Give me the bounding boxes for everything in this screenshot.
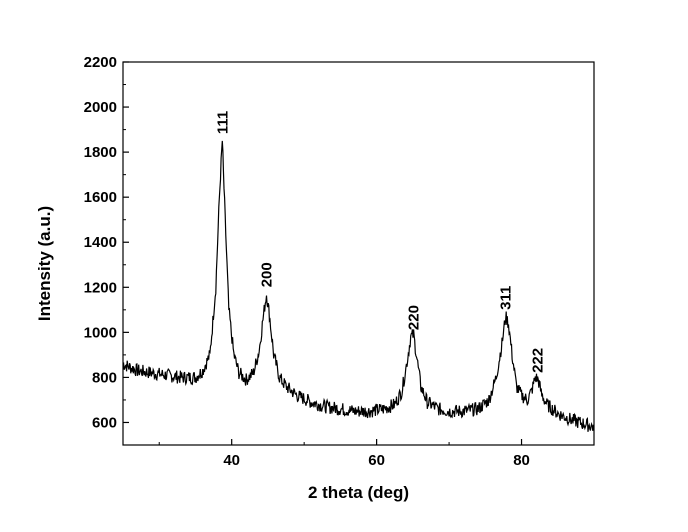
y-tick-label: 1400 xyxy=(84,234,117,251)
peak-label: 311 xyxy=(498,286,515,310)
y-tick-label: 1000 xyxy=(84,324,117,341)
y-tick-label: 600 xyxy=(92,414,117,431)
y-axis-ticks: 600 800 1000 1200 1400 1600 1800 2000 2200 xyxy=(84,54,129,446)
peak-labels: 111 200 220 311 222 xyxy=(214,111,546,373)
y-tick-label: 2000 xyxy=(84,99,117,116)
x-axis-title: 2 theta (deg) xyxy=(308,483,409,502)
peak-label: 200 xyxy=(258,262,275,287)
peak-label: 222 xyxy=(529,348,546,373)
y-tick-label: 2200 xyxy=(84,54,117,71)
y-tick-label: 1600 xyxy=(84,189,117,206)
y-tick-label: 800 xyxy=(92,369,117,386)
y-axis-title: Intensity (a.u.) xyxy=(35,206,54,321)
plot-frame xyxy=(122,61,595,446)
y-tick-label: 1200 xyxy=(84,279,117,296)
y-tick-label: 1800 xyxy=(84,144,117,161)
peak-label: 111 xyxy=(214,111,231,134)
x-tick-label: 40 xyxy=(223,452,240,469)
x-tick-label: 60 xyxy=(368,452,385,469)
x-axis-ticks: 40 60 80 xyxy=(158,439,530,469)
intensity-series-line xyxy=(122,140,595,432)
peak-label: 220 xyxy=(406,305,423,330)
x-tick-label: 80 xyxy=(513,452,530,469)
